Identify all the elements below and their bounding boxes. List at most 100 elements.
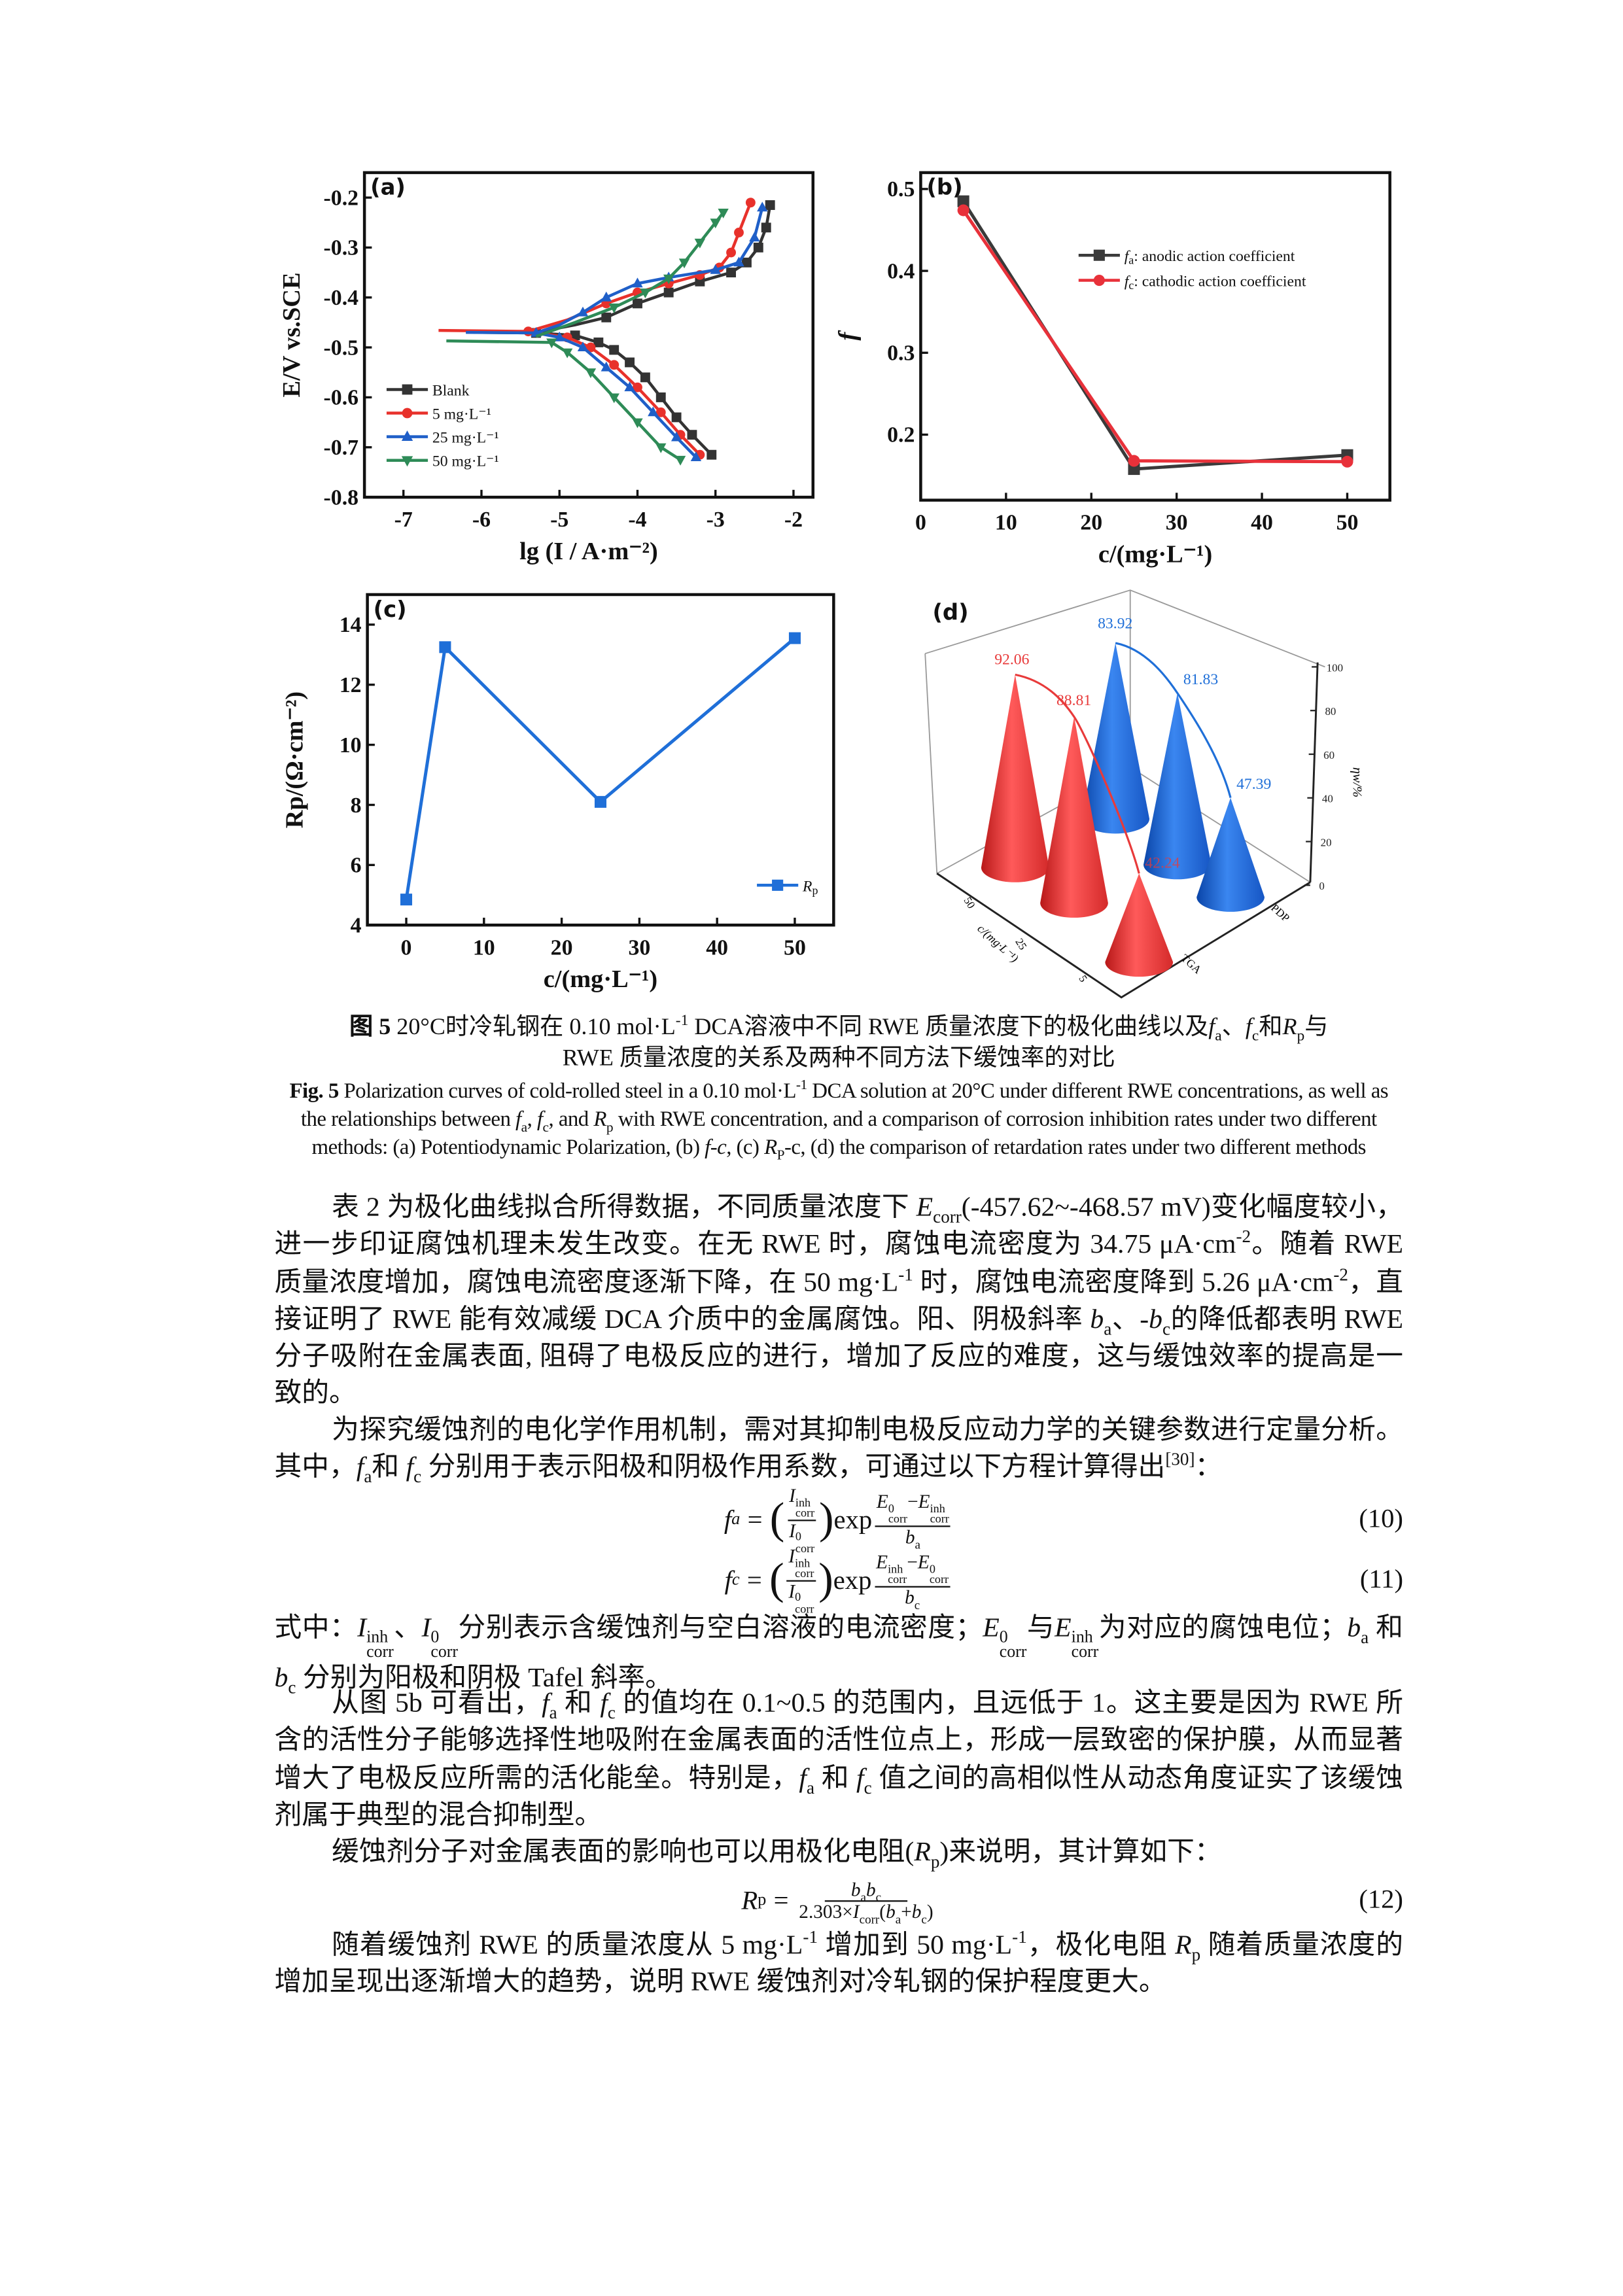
text-run: c xyxy=(542,1121,550,1136)
data-point xyxy=(1093,274,1105,287)
text-run: R xyxy=(1282,1015,1297,1041)
cone-tga xyxy=(1040,716,1108,918)
y-tick-label: -0.7 xyxy=(324,436,359,460)
text-run: a xyxy=(1215,1028,1222,1045)
eq-symbol: E xyxy=(917,1551,930,1574)
text-run: f xyxy=(536,1107,543,1132)
eq-exp: exp xyxy=(833,1504,873,1534)
text-run: 图 5 xyxy=(349,1015,391,1041)
equation-number: (10) xyxy=(1359,1503,1403,1533)
eq-symbol: b xyxy=(905,1585,915,1608)
text-run: 随着质量浓度的增加呈现出逐渐增大的趋势，说明 RWE 缓蚀剂对冷轧钢的保护程度更… xyxy=(274,1931,1404,1998)
y-tick-label: -0.6 xyxy=(324,386,359,410)
legend-label: Rp xyxy=(802,878,818,897)
text-run: E xyxy=(1055,1614,1072,1644)
x-tick-label: 0 xyxy=(401,935,412,960)
sup-sub: 0 corr xyxy=(1000,1629,1027,1661)
text-run: R xyxy=(593,1107,606,1132)
text-run: R xyxy=(764,1136,777,1160)
x-tick-label: 20 xyxy=(551,935,573,960)
text-run: , and xyxy=(548,1107,594,1132)
series-0: Rp xyxy=(400,632,818,906)
plot-frame xyxy=(919,171,1391,502)
cone-tga xyxy=(981,674,1049,882)
eq-sub: a xyxy=(915,1536,920,1552)
eq-symbol: b xyxy=(850,1877,861,1900)
x-tick-label: 40 xyxy=(706,935,728,960)
chart-b-action-coefficients: 0 10 20 30 40 500.20.30.40.5 (b)c/(mg·L⁻¹)ffa:… xyxy=(834,171,1391,568)
y-tick-label: -0.8 xyxy=(324,485,359,510)
x-tick-label: 50 xyxy=(784,935,806,960)
z-axis-line xyxy=(1309,662,1319,882)
value-label: 88.81 xyxy=(1056,692,1091,709)
data-point xyxy=(749,232,760,242)
eq-symbol: I xyxy=(788,1544,795,1567)
series-1: fc: cathodic action coefficient xyxy=(957,204,1353,468)
data-point xyxy=(678,258,690,269)
y-tick-label: 14 xyxy=(340,613,362,637)
x-tick-label: -6 xyxy=(472,508,491,532)
text-run: 和 xyxy=(1369,1614,1403,1644)
z-tick-label: 0 xyxy=(1319,880,1324,892)
text-run: 随着缓蚀剂 RWE 的质量浓度从 5 mg·L xyxy=(332,1931,803,1961)
plot-frame xyxy=(366,593,835,927)
axis-line xyxy=(936,873,1311,999)
text-run: 、 xyxy=(393,1614,422,1644)
x-tick-label: 20 xyxy=(1080,511,1102,535)
eq-sub: c xyxy=(921,1911,927,1926)
cone-pdp xyxy=(1196,797,1265,912)
chart-c-polarization-resistance: 0 10 20 30 40 50 4 6 8 10 12 14 (c) c/(mg·L⁻¹) Rp/(Ω·c… xyxy=(281,593,835,993)
text-run: Fig. 5 xyxy=(289,1080,340,1104)
eq-fraction: babc 2.303×Icorr(ba+bc) xyxy=(799,1877,933,1924)
data-point xyxy=(609,360,620,370)
cone-pdp xyxy=(1143,693,1212,880)
eq-sub: a xyxy=(731,1509,741,1529)
eq-sup: 0 xyxy=(795,1591,801,1605)
data-point xyxy=(757,201,768,212)
eq-paren: ( xyxy=(769,1494,785,1544)
data-point xyxy=(601,361,612,372)
data-point xyxy=(690,451,702,461)
x-tick-label: 50 xyxy=(1336,511,1359,535)
y-tick-label: 8 xyxy=(351,793,362,818)
eq-sup: 0 xyxy=(929,1562,935,1576)
x-tick-label: -4 xyxy=(628,508,646,532)
text-run: a xyxy=(364,1466,372,1487)
legend-label: Blank xyxy=(432,382,470,399)
data-point xyxy=(593,338,604,347)
eq-symbol: I xyxy=(789,1484,795,1507)
data-point xyxy=(585,368,597,379)
x-tick-label: 0 xyxy=(915,511,926,535)
eq-symbol: E xyxy=(918,1490,930,1513)
legend-symbol: f xyxy=(1125,273,1131,290)
y-axis-title: f xyxy=(834,330,862,341)
text-run: f xyxy=(542,1689,550,1719)
text-run: with RWE concentration, and a comparison… xyxy=(311,1107,1378,1160)
data-point xyxy=(1341,455,1353,468)
eq-equals: = xyxy=(773,1885,789,1915)
text-run: I xyxy=(357,1614,367,1644)
text-run: -1 xyxy=(898,1263,913,1285)
text-run: 分别表示含缓蚀剂与空白溶液的电流密度； xyxy=(458,1614,983,1644)
text-run: c xyxy=(1162,1318,1171,1340)
data-point xyxy=(401,456,413,467)
text-run: p xyxy=(1191,1944,1201,1965)
x-tick-label: 30 xyxy=(1166,511,1188,535)
data-point xyxy=(640,372,650,383)
text-run: 式中： xyxy=(274,1614,358,1644)
legend-subscript: c xyxy=(1128,279,1134,292)
x-tick-label: 30 xyxy=(628,935,650,960)
data-point xyxy=(608,304,620,313)
text-run: c xyxy=(413,1466,422,1487)
paragraph-3: 从图 5b 可看出，fa 和 fc 的值均在 0.1~0.5 的范围内，且远低于… xyxy=(275,1686,1403,1835)
y-tick-label: 4 xyxy=(351,913,362,937)
text-run: -c, (d) the comparison of retardation ra… xyxy=(784,1136,1367,1160)
eq-symbol: I xyxy=(788,1579,795,1602)
y-tick-label: 0.3 xyxy=(887,341,915,366)
eq-symbol: b xyxy=(865,1877,876,1900)
eq-sub: c xyxy=(731,1569,740,1590)
c-tick-label: 5 xyxy=(1076,973,1090,984)
text-run: 和 xyxy=(557,1689,601,1719)
